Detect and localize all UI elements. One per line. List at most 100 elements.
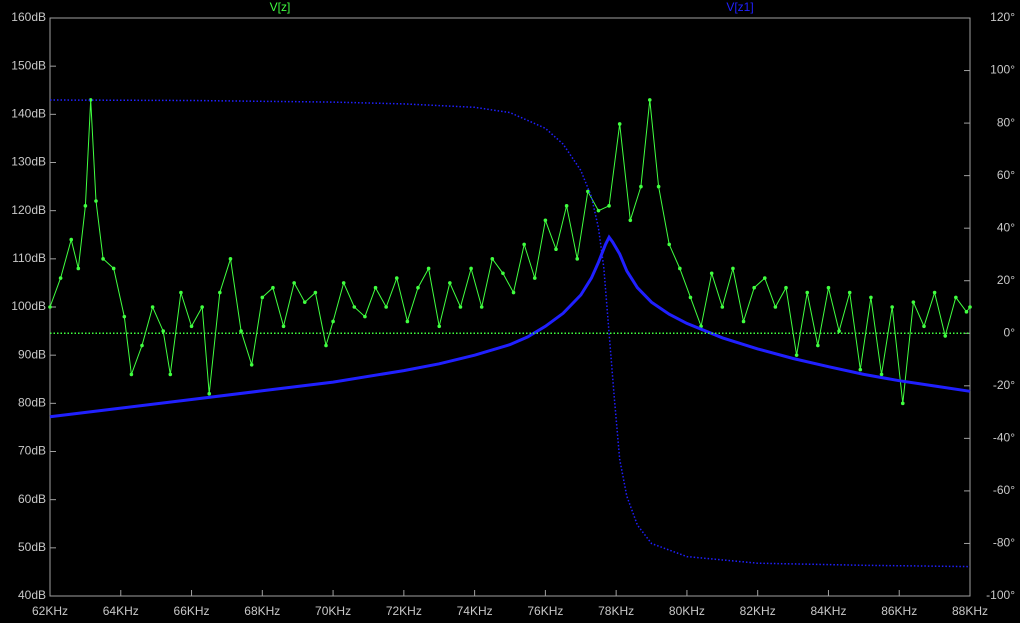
data-point [511,290,516,295]
y-tick-label: 150dB [11,58,46,72]
y2-tick-label: 100° [990,63,1015,77]
y-tick-label: 70dB [18,444,46,458]
x-tick-label: 66KHz [174,604,210,618]
data-point [900,401,905,406]
data-point [207,391,212,396]
x-tick-label: 88KHz [952,604,988,618]
data-point [405,319,410,324]
y2-tick-label: 0° [1004,325,1016,339]
y2-tick-label: 80° [997,115,1015,129]
data-point [501,271,505,276]
data-point [94,199,98,203]
y2-tick-label: -80° [993,536,1015,550]
data-point [575,257,580,261]
y2-tick-label: -60° [993,483,1015,497]
data-point [313,290,318,295]
y-tick-label: 100dB [11,299,46,313]
data-point [324,343,328,348]
x-tick-label: 74KHz [457,604,493,618]
data-point [731,266,735,271]
data-point [140,343,144,348]
y-tick-label: 130dB [11,155,46,169]
x-tick-label: 78KHz [598,604,634,618]
data-point [639,184,643,189]
data-point [150,305,155,309]
data-point [111,266,116,271]
data-point [554,247,558,251]
data-point [607,204,611,208]
data-point [656,184,661,189]
y2-tick-label: -40° [993,431,1015,445]
x-tick-label: 64KHz [103,604,139,618]
data-point [48,305,52,309]
legend-label: V[z] [270,0,291,14]
data-point [720,305,725,309]
data-point [302,300,307,304]
data-point [532,276,537,280]
data-point [911,300,916,304]
x-tick-label: 62KHz [32,604,68,618]
data-point [794,353,799,357]
data-point [564,204,569,208]
data-point [858,367,863,372]
x-tick-label: 68KHz [244,604,280,618]
data-point [458,305,463,309]
data-point [816,343,820,348]
data-point [522,242,526,247]
legend-label: V[z1] [726,0,753,14]
data-point [968,305,972,309]
data-point [890,305,894,309]
data-point [426,266,431,271]
y-tick-label: 90dB [18,347,46,361]
data-point [168,372,173,377]
data-point [543,218,548,223]
data-point [69,237,74,242]
x-tick-label: 70KHz [315,604,351,618]
data-point [837,329,841,333]
data-point [752,285,756,290]
series-line [49,234,971,419]
data-point [469,266,473,271]
data-point [394,276,399,280]
data-point [596,208,601,213]
x-tick-label: 72KHz [386,604,422,618]
data-point [331,319,335,324]
data-point [281,324,286,329]
data-point [161,329,166,333]
data-point [762,276,767,280]
y-tick-label: 50dB [18,540,46,554]
data-point [271,285,275,290]
data-point [384,305,388,309]
data-point [189,324,194,329]
y-tick-label: 120dB [11,203,46,217]
y2-tick-label: -20° [993,378,1015,392]
data-point [647,98,652,102]
data-point [260,295,265,300]
x-tick-label: 86KHz [881,604,917,618]
y2-tick-label: 40° [997,220,1015,234]
data-point [58,276,63,280]
data-point [76,266,81,271]
data-point [83,204,88,208]
data-point [249,363,254,367]
data-point [228,257,233,261]
data-point [709,271,714,276]
data-point [667,242,672,247]
data-point [922,324,926,329]
data-point [490,257,495,261]
x-tick-label: 82KHz [740,604,776,618]
data-point [416,285,420,290]
y-tick-label: 40dB [18,588,46,602]
data-point [617,122,622,126]
data-point [200,305,204,309]
data-point [628,218,633,223]
x-tick-label: 76KHz [527,604,563,618]
data-point [826,285,831,290]
data-point [879,372,884,377]
y2-tick-label: -100° [986,588,1015,602]
plot-frame [49,17,971,597]
data-point [352,305,357,309]
x-tick-label: 84KHz [810,604,846,618]
data-point [943,334,948,338]
